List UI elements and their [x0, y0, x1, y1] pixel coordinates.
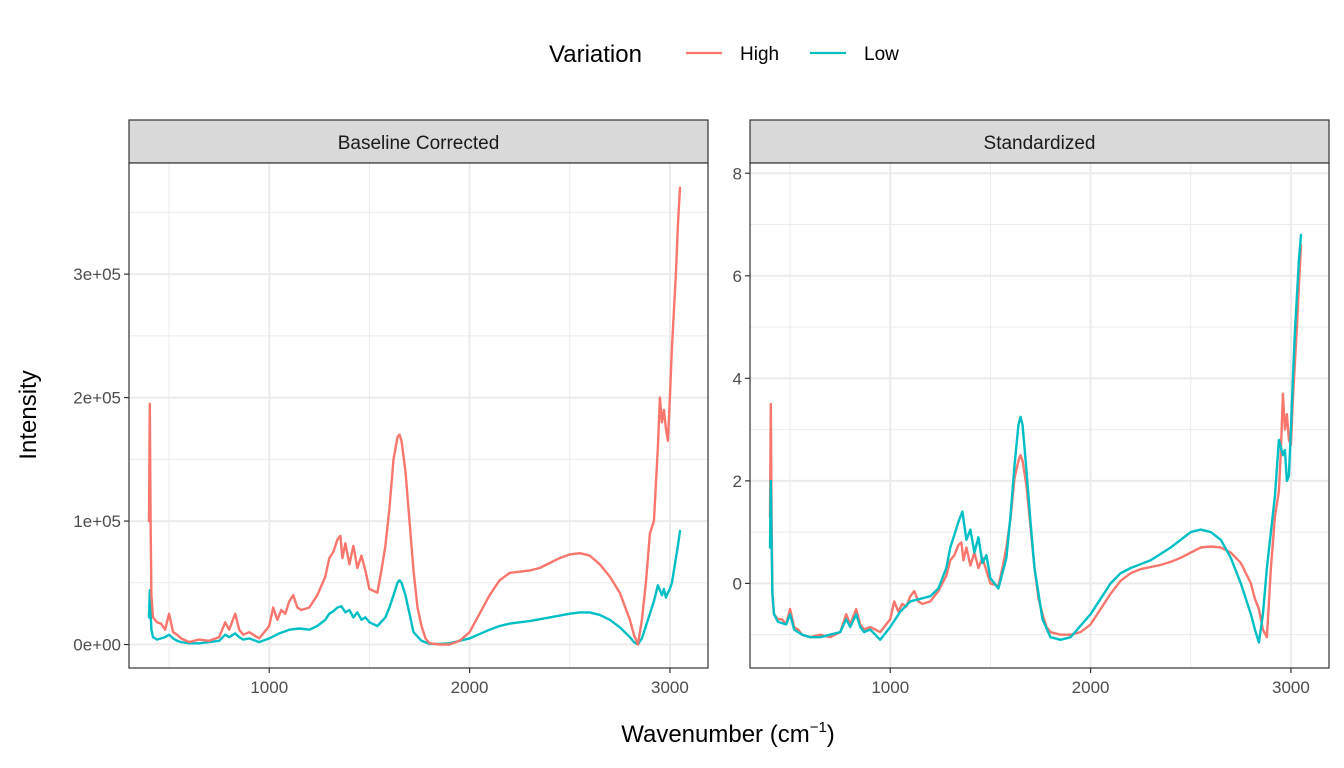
x-axis-title-main: Wavenumber (cm [621, 721, 809, 748]
panel-standardized: Standardized 0 2 4 6 8 1000 2000 3000 [733, 119, 1330, 697]
x-axis-baseline-corrected: 1000 2000 3000 [250, 668, 689, 697]
grid-standardized [750, 163, 1329, 668]
x-axis-title: Wavenumber (cm−1) [621, 719, 835, 748]
panel-background [129, 163, 708, 668]
x-tick-label: 2000 [1072, 678, 1110, 697]
series-line-low [147, 529, 682, 646]
y-tick-label: 2e+05 [73, 389, 121, 408]
x-tick-label: 1000 [250, 678, 288, 697]
series-line-low [768, 233, 1303, 644]
panel-baseline-corrected: Baseline Corrected 0e+001e+052e+053e+05 … [73, 119, 709, 697]
legend-label-high: High [740, 44, 779, 65]
series-line-high [147, 186, 682, 646]
grid-baseline-corrected [129, 163, 708, 668]
legend-title: Variation [549, 41, 642, 68]
y-axis-standardized: 0 2 4 6 8 [733, 164, 750, 593]
x-axis-title-close: ) [827, 721, 835, 748]
panel-background [750, 163, 1329, 668]
panel-border-baseline-corrected [128, 162, 709, 669]
series-baseline-corrected [147, 186, 682, 646]
y-tick-label: 2 [733, 472, 742, 491]
y-axis-baseline-corrected: 0e+00 1e+05 2e+05 3e+05 [73, 265, 129, 655]
x-tick-label: 3000 [1272, 678, 1310, 697]
series-standardized [768, 233, 1303, 644]
strip-title-baseline-corrected: Baseline Corrected [338, 133, 500, 154]
y-axis-title: Intensity [15, 370, 42, 459]
y-tick-label: 3e+05 [73, 265, 121, 284]
y-tick-label: 1e+05 [73, 512, 121, 531]
y-tick-label: 0 [733, 574, 742, 593]
y-tick-label: 6 [733, 267, 742, 286]
x-axis-title-sup: −1 [810, 719, 827, 736]
x-tick-label: 2000 [451, 678, 489, 697]
x-axis-standardized: 1000 2000 3000 [871, 668, 1310, 697]
x-tick-label: 1000 [871, 678, 909, 697]
strip-title-standardized: Standardized [984, 133, 1096, 154]
x-tick-label: 3000 [651, 678, 689, 697]
y-tick-label: 0e+00 [73, 636, 121, 655]
strip-standardized [749, 119, 1330, 164]
legend-label-low: Low [864, 44, 899, 65]
strip-baseline-corrected [128, 119, 709, 164]
y-tick-label: 4 [733, 369, 742, 388]
panel-border-standardized [749, 162, 1330, 669]
legend: Variation High Low [549, 41, 899, 68]
y-tick-label: 8 [733, 164, 742, 183]
